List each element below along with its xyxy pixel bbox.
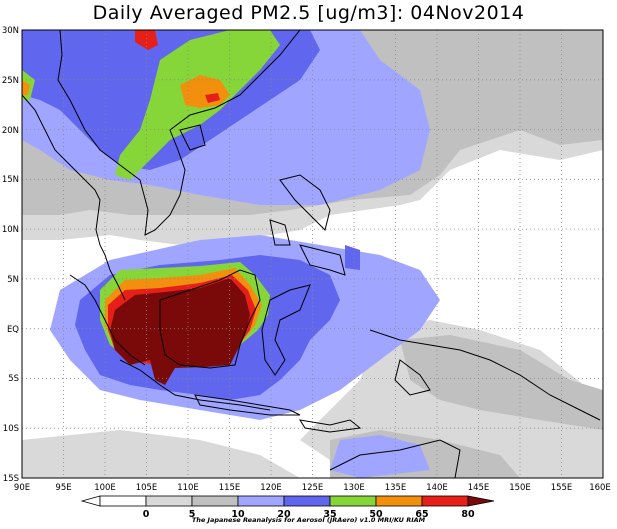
lat-label: 20N — [2, 126, 19, 136]
lat-label: 25N — [2, 76, 19, 86]
colorbar: 0 5 10 20 35 50 65 80 — [80, 495, 495, 520]
lon-label: 105E — [136, 483, 158, 493]
colorbar-lower-arrow — [80, 495, 101, 507]
colorbar-segment — [237, 495, 285, 507]
lat-label: 10N — [2, 225, 19, 235]
lon-label: 160E — [589, 483, 611, 493]
lon-label: 155E — [551, 483, 573, 493]
colorbar-label: 10 — [231, 509, 245, 520]
lat-label: EQ — [7, 325, 19, 335]
lon-label: 120E — [260, 483, 282, 493]
pm25-band-darkred — [110, 278, 250, 385]
colorbar-segment — [99, 495, 147, 507]
coastlines — [22, 30, 601, 478]
lon-label: 145E — [468, 483, 490, 493]
colorbar-label: 80 — [461, 509, 475, 520]
lat-label: 10S — [3, 424, 19, 434]
colorbar-segment — [329, 495, 377, 507]
lon-label: 125E — [302, 483, 324, 493]
lon-labels: 90E 95E 100E 105E 110E 115E 120E 125E 13… — [14, 483, 611, 493]
colorbar-label: 5 — [189, 509, 196, 520]
colorbar-label: 65 — [415, 509, 428, 520]
lat-label: 5N — [7, 275, 19, 285]
lon-label: 115E — [219, 483, 241, 493]
lat-labels: 30N 25N 20N 15N 10N 5N EQ 5S 10S 15S — [2, 26, 19, 484]
colorbar-upper-arrow — [467, 495, 495, 507]
lat-label: 30N — [2, 26, 19, 36]
lon-label: 140E — [426, 483, 448, 493]
plot-frame — [21, 29, 604, 479]
map-gridlines — [22, 30, 603, 478]
colorbar-segment — [375, 495, 423, 507]
lon-label: 150E — [509, 483, 531, 493]
data-credit: The Japanese Reanalysis for Aerosol (JRA… — [191, 516, 426, 524]
colorbar-label: 0 — [143, 509, 150, 520]
pm25-field — [22, 30, 603, 478]
map-title: Daily Averaged PM2.5 [ug/m3]: 04Nov2014 — [92, 2, 525, 24]
lon-label: 110E — [177, 483, 199, 493]
colorbar-segment — [421, 495, 469, 507]
lon-label: 90E — [14, 483, 30, 493]
colorbar-label: 35 — [323, 509, 336, 520]
lat-label: 5S — [8, 374, 19, 384]
colorbar-segment — [283, 495, 331, 507]
colorbar-label: 20 — [277, 509, 291, 520]
lat-label: 15S — [3, 474, 19, 484]
lon-label: 135E — [385, 483, 407, 493]
colorbar-segment — [191, 495, 239, 507]
lon-label: 130E — [343, 483, 365, 493]
colorbar-label: 50 — [369, 509, 383, 520]
lon-label: 100E — [94, 483, 116, 493]
lat-label: 15N — [2, 175, 19, 185]
lon-label: 95E — [55, 483, 71, 493]
colorbar-segment — [145, 495, 193, 507]
